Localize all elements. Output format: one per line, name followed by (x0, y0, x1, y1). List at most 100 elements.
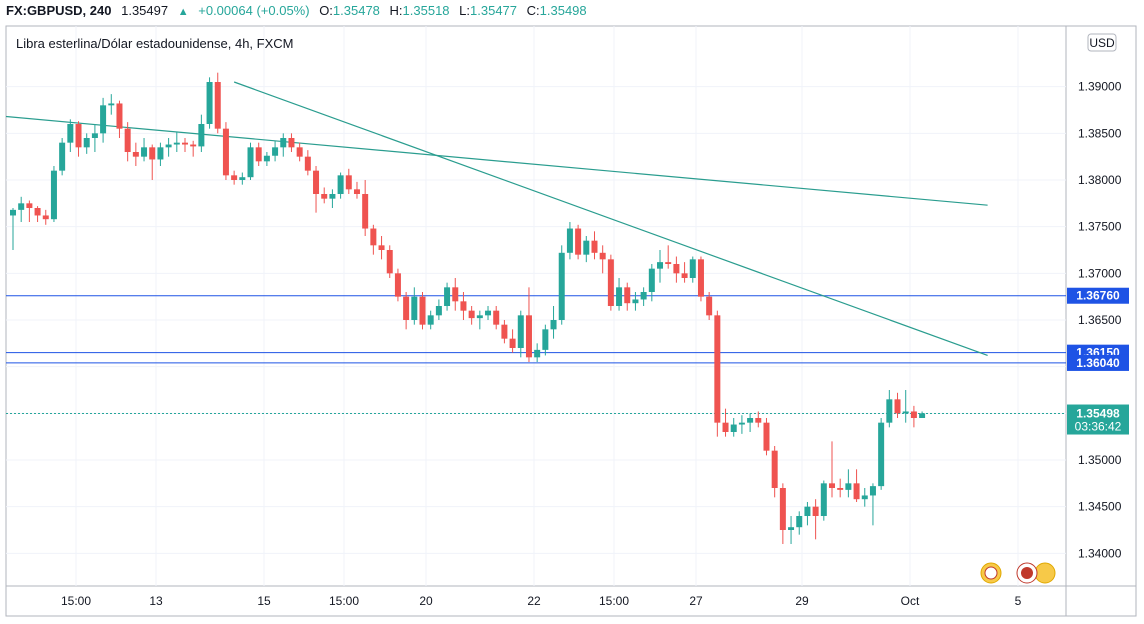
candle-body (18, 203, 25, 210)
candle-body (763, 422, 770, 451)
level-price-tag-label: 1.36760 (1076, 289, 1120, 303)
candle-body (337, 175, 344, 194)
candle-body (10, 209, 16, 216)
candle-body (804, 506, 811, 516)
candle-body (100, 105, 107, 134)
trendline[interactable] (5, 115, 988, 206)
candle-body (755, 418, 762, 423)
candle-body (108, 103, 115, 106)
symbol-name[interactable]: FX:GBPUSD, 240 (6, 3, 112, 18)
open-label: O: (319, 3, 333, 18)
candle-body (157, 147, 164, 160)
level-price-tag (1067, 287, 1129, 304)
candle-body (738, 422, 745, 425)
time-axis[interactable]: 15:00 13 15 15:00 20 22 15:00 27 29 Oct 5 (61, 594, 1022, 608)
chart-frame (5, 25, 1137, 617)
candle-body (812, 506, 819, 516)
trendlines[interactable] (5, 81, 988, 357)
time-tick-label: 29 (795, 594, 809, 608)
candle-body (722, 422, 729, 432)
candle-body (779, 488, 786, 530)
candle-body (558, 252, 565, 320)
candle-body (616, 287, 623, 306)
price-tick-label: 1.35000 (1078, 453, 1122, 467)
candle-body (173, 142, 180, 145)
candle-body (304, 156, 311, 171)
candle-body (894, 399, 901, 414)
candle-body (869, 486, 876, 496)
candle-body (272, 147, 279, 156)
candle-body (222, 128, 229, 176)
candle-body (26, 203, 33, 208)
candle-body (247, 147, 254, 178)
candle-body (714, 315, 721, 423)
level-price-tag-label: 1.36040 (1076, 356, 1120, 370)
candle-body (91, 133, 98, 138)
candle-body (50, 170, 57, 220)
candle-body (910, 411, 917, 418)
candle-body (640, 292, 647, 300)
candle-body (460, 301, 467, 311)
candle-body (239, 177, 246, 180)
candle-body (468, 310, 475, 319)
candle-body (534, 349, 541, 358)
candle-body (353, 189, 360, 194)
candle-body (648, 268, 655, 292)
candle-body (591, 240, 598, 253)
candle-body (788, 527, 795, 530)
candle-body (509, 338, 516, 348)
high-value: 1.35518 (402, 3, 450, 18)
candle-body (525, 315, 532, 358)
candle-body (501, 324, 508, 339)
currency-badge[interactable]: USD (1087, 33, 1117, 52)
candle-body (34, 208, 41, 216)
candle-body (861, 495, 868, 500)
trendline[interactable] (233, 81, 988, 357)
candle-body (124, 128, 131, 152)
time-tick-label: 15:00 (599, 594, 629, 608)
candle-body (886, 399, 893, 423)
candle-body (878, 422, 885, 487)
candle-body (411, 296, 418, 320)
candle-body (845, 483, 852, 490)
candle-body (624, 287, 631, 304)
candle-body (321, 194, 328, 199)
candle-body (132, 152, 139, 157)
candle-body (141, 147, 148, 157)
candle-body (206, 82, 213, 124)
low-label: L: (459, 3, 471, 18)
candle-body (386, 250, 393, 274)
candle-body (566, 228, 573, 253)
time-tick-label: 15:00 (329, 594, 359, 608)
price-tick-label: 1.37000 (1078, 266, 1122, 280)
price-change: +0.00064 (+0.05%) (198, 3, 310, 18)
candle-body (435, 306, 442, 316)
last-price: 1.35497 (121, 3, 169, 18)
time-tick-label: 27 (689, 594, 703, 608)
candle-body (329, 194, 336, 199)
candle-body (689, 259, 696, 278)
price-chart[interactable]: 1.340001.345001.350001.355001.360001.365… (0, 22, 1144, 624)
candle-body (476, 315, 483, 319)
candle-body (575, 228, 582, 255)
price-tick-label: 1.39000 (1078, 80, 1122, 94)
us-flag-event-icon[interactable] (980, 562, 1002, 584)
candle-body (427, 315, 434, 325)
candle-body (255, 147, 262, 162)
candle-body (853, 483, 860, 500)
candle-body (902, 411, 909, 414)
time-tick-label: 13 (149, 594, 163, 608)
candle-body (607, 259, 614, 306)
candle-body (796, 516, 803, 528)
candle-body (730, 424, 737, 432)
candle-body (288, 138, 295, 148)
uk-flag-event-icon[interactable] (1016, 562, 1056, 584)
candle-body (345, 175, 352, 190)
time-tick-label: 22 (527, 594, 541, 608)
candle-body (280, 138, 287, 148)
candle-body (214, 82, 221, 129)
level-price-tag (1067, 354, 1129, 371)
candle-body (673, 264, 680, 274)
candle-body (820, 483, 827, 516)
